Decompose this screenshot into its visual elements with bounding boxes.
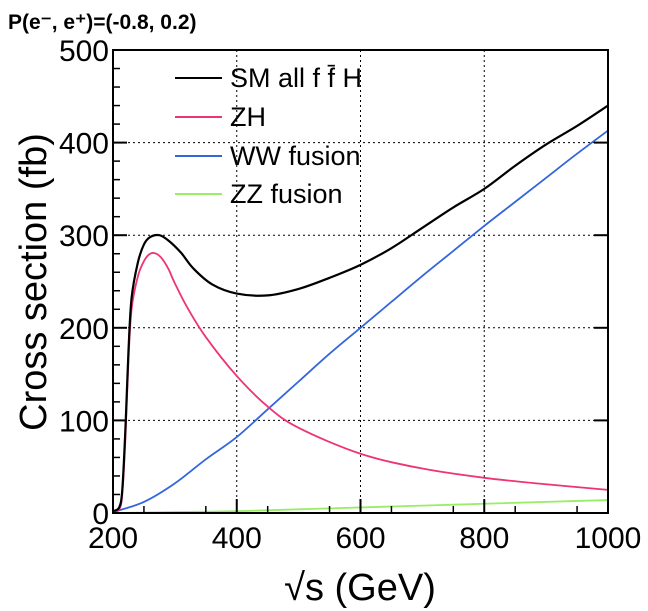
legend-label: SM all f f̄ H <box>230 63 362 93</box>
y-tick-label: 0 <box>92 498 109 531</box>
y-tick-label: 300 <box>59 220 109 253</box>
y-tick-label: 500 <box>59 35 109 68</box>
axis-ticks <box>112 49 609 514</box>
y-axis-title: Cross section (fb) <box>13 133 55 431</box>
legend-label: WW fusion <box>230 141 361 171</box>
legend-label: ZH <box>230 102 266 132</box>
x-tick-label: 200 <box>88 522 138 555</box>
legend: SM all f f̄ H ZH WW fusion ZZ fusion <box>175 63 362 209</box>
y-tick-label: 200 <box>59 313 109 346</box>
x-tick-label: 400 <box>212 522 262 555</box>
series-line-ww-fusion <box>112 129 609 513</box>
series-line-sm-all-f-f-h <box>112 104 609 513</box>
tick-labels: 200 400 600 800 1000 0 100 200 300 400 500 <box>59 35 641 555</box>
x-tick-label: 600 <box>335 522 385 555</box>
x-tick-label: 1000 <box>575 522 642 555</box>
x-axis-title: √s (GeV) <box>284 567 436 609</box>
chart-title: P(e⁻, e⁺)=(-0.8, 0.2) <box>8 11 197 34</box>
y-tick-label: 100 <box>59 405 109 438</box>
y-tick-label: 400 <box>59 128 109 161</box>
grid-lines <box>113 50 608 513</box>
x-tick-label: 800 <box>459 522 509 555</box>
legend-label: ZZ fusion <box>230 179 343 209</box>
